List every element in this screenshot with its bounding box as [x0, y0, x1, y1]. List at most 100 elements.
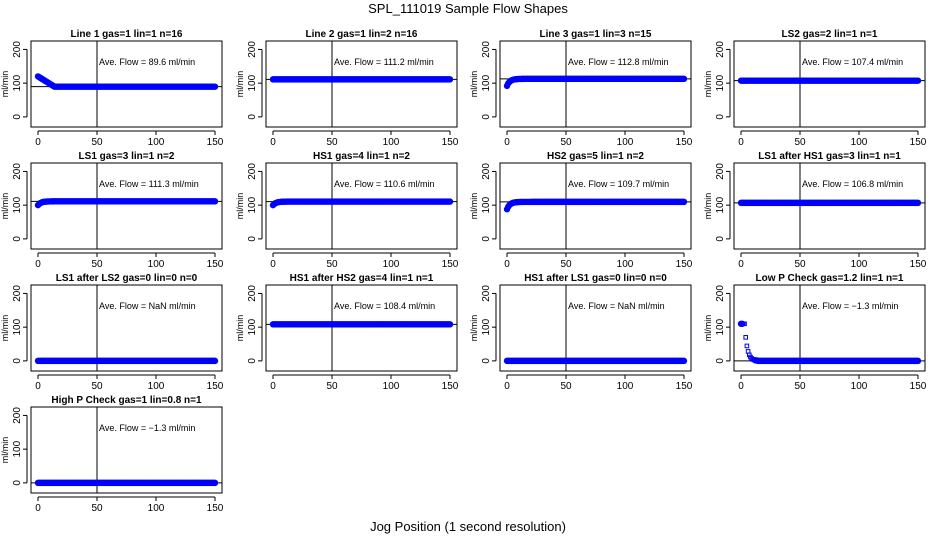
average-flow-annotation: Ave. Flow = 108.4 ml/min — [334, 301, 435, 311]
y-tick-label: 0 — [247, 236, 258, 242]
y-tick-label: 100 — [715, 74, 726, 91]
x-tick-label: 50 — [794, 259, 806, 270]
x-tick-label: 50 — [794, 137, 806, 148]
plot-frame — [30, 162, 223, 250]
x-tick-label: 0 — [504, 137, 510, 148]
panel-title: LS1 after LS2 gas=0 lin=0 n=0 — [56, 273, 198, 284]
x-tick-label: 50 — [560, 381, 572, 392]
x-tick-label: 0 — [738, 137, 744, 148]
panel-title: LS1 gas=3 lin=1 n=2 — [79, 151, 175, 162]
y-tick-label: 200 — [12, 41, 23, 58]
x-tick-label: 0 — [738, 259, 744, 270]
y-tick-label: 0 — [715, 114, 726, 120]
panel-title: HS1 after HS2 gas=4 lin=1 n=1 — [290, 273, 434, 284]
x-tick-label: 0 — [270, 259, 276, 270]
plot-frame — [499, 40, 692, 128]
y-tick-label: 100 — [247, 196, 258, 213]
average-flow-annotation: Ave. Flow = 89.6 ml/min — [99, 57, 195, 67]
panel-3: Line 3 gas=1 lin=3 n=15 0 50 100 150 0 100 200 m… — [469, 29, 693, 148]
y-axis-label: ml/min — [703, 71, 713, 98]
y-axis: 0 100 200 ml/min — [703, 163, 731, 242]
x-tick-label: 0 — [738, 381, 744, 392]
y-axis-label: ml/min — [0, 315, 10, 342]
figure-title: SPL_111019 Sample Flow Shapes — [368, 1, 568, 16]
y-axis-label: ml/min — [0, 193, 10, 220]
data-points — [737, 199, 922, 207]
data-points — [34, 357, 219, 365]
x-tick-label: 150 — [910, 259, 927, 270]
average-flow-annotation: Ave. Flow = 109.7 ml/min — [568, 179, 669, 189]
average-flow-annotation: Ave. Flow = 112.8 ml/min — [568, 57, 668, 67]
y-tick-label: 0 — [247, 114, 258, 120]
average-flow-annotation: Ave. Flow = NaN ml/min — [99, 301, 196, 311]
average-flow-annotation: Ave. Flow = 107.4 ml/min — [802, 57, 903, 67]
x-tick-label: 150 — [910, 137, 927, 148]
y-tick-label: 0 — [247, 358, 258, 364]
average-flow-annotation: Ave. Flow = −1.3 ml/min — [99, 423, 195, 433]
x-tick-label: 100 — [383, 381, 400, 392]
y-axis: 0 100 200 ml/min — [469, 41, 497, 120]
y-axis: 0 100 200 ml/min — [0, 407, 28, 486]
plot-frame — [499, 284, 692, 372]
y-tick-label: 200 — [12, 285, 23, 302]
data-point — [211, 83, 219, 90]
y-axis-label: ml/min — [235, 315, 245, 342]
x-tick-label: 0 — [270, 137, 276, 148]
x-tick-label: 50 — [91, 259, 103, 270]
x-tick-label: 150 — [442, 381, 459, 392]
data-points — [34, 198, 219, 209]
data-points — [34, 479, 219, 487]
panel-10: HS1 after HS2 gas=4 lin=1 n=1 0 50 100 150 0 1… — [235, 273, 459, 392]
y-tick-label: 200 — [715, 285, 726, 302]
x-tick-label: 150 — [442, 259, 459, 270]
average-flow-annotation: Ave. Flow = −1.3 ml/min — [802, 301, 898, 311]
y-tick-label: 0 — [481, 236, 492, 242]
y-axis-label: ml/min — [0, 437, 10, 464]
panel-1: Line 1 gas=1 lin=1 n=16 0 50 100 150 0 100 200 m… — [0, 29, 224, 148]
x-tick-label: 150 — [676, 381, 693, 392]
average-flow-annotation: Ave. Flow = NaN ml/min — [568, 301, 665, 311]
x-tick-label: 150 — [207, 137, 224, 148]
y-axis-label: ml/min — [469, 193, 479, 220]
x-axis: 0 50 100 150 — [504, 374, 693, 392]
y-tick-label: 200 — [247, 285, 258, 302]
plot-frame — [265, 162, 458, 250]
y-tick-label: 0 — [12, 480, 23, 486]
plot-frame — [733, 40, 926, 128]
panel-6: HS1 gas=4 lin=1 n=2 0 50 100 150 0 100 200 ml/mi… — [235, 151, 459, 270]
x-tick-label: 50 — [794, 381, 806, 392]
y-tick-label: 100 — [715, 318, 726, 335]
y-axis: 0 100 200 ml/min — [235, 163, 263, 242]
x-axis: 0 50 100 150 — [270, 374, 459, 392]
panel-title: HS1 gas=4 lin=1 n=2 — [313, 151, 410, 162]
y-tick-label: 100 — [12, 196, 23, 213]
data-points — [503, 198, 688, 213]
y-axis-label: ml/min — [469, 315, 479, 342]
panel-title: Line 3 gas=1 lin=3 n=15 — [539, 29, 651, 40]
y-tick-label: 100 — [247, 318, 258, 335]
x-tick-label: 100 — [148, 137, 165, 148]
x-axis: 0 50 100 150 — [504, 130, 693, 148]
y-axis-label: ml/min — [235, 71, 245, 98]
x-tick-label: 100 — [148, 381, 165, 392]
y-tick-label: 100 — [247, 74, 258, 91]
data-points — [503, 357, 688, 365]
y-tick-label: 200 — [247, 41, 258, 58]
x-tick-label: 100 — [383, 259, 400, 270]
x-tick-label: 150 — [676, 259, 693, 270]
panel-title: LS2 gas=2 lin=1 n=1 — [782, 29, 878, 40]
data-point — [211, 479, 219, 487]
panel-8: LS1 after HS1 gas=3 lin=1 n=1 0 50 100 150 0 1… — [703, 151, 927, 270]
y-tick-label: 200 — [481, 163, 492, 180]
x-tick-label: 150 — [207, 503, 224, 514]
y-tick-label: 100 — [12, 318, 23, 335]
plot-frame — [265, 284, 458, 372]
plot-frame — [499, 162, 692, 250]
data-point — [211, 357, 219, 365]
panel-7: HS2 gas=5 lin=1 n=2 0 50 100 150 0 100 200 ml/mi… — [469, 151, 693, 270]
y-axis-label: ml/min — [703, 193, 713, 220]
y-tick-label: 0 — [481, 358, 492, 364]
panel-title: HS1 after LS1 gas=0 lin=0 n=0 — [524, 273, 667, 284]
x-axis: 0 50 100 150 — [738, 374, 927, 392]
y-axis-label: ml/min — [469, 71, 479, 98]
